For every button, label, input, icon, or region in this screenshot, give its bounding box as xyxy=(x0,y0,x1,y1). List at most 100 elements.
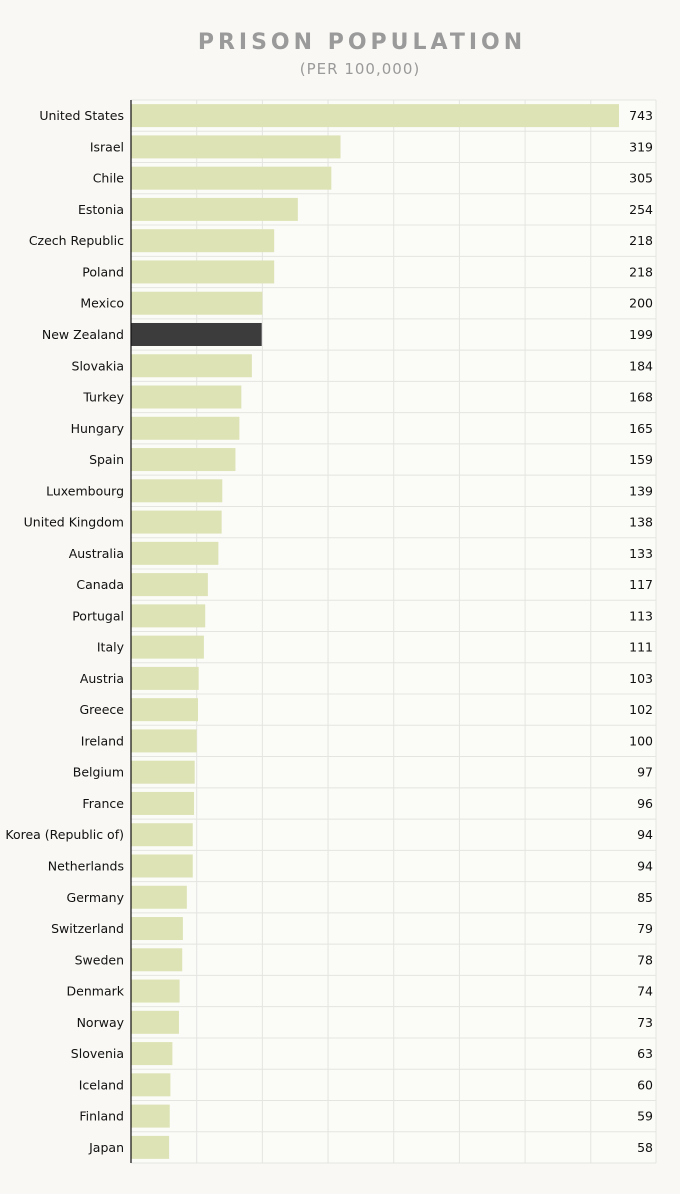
value-label: 102 xyxy=(629,702,653,717)
category-label: Mexico xyxy=(80,296,124,311)
category-label: Slovakia xyxy=(72,358,124,373)
value-label: 78 xyxy=(637,952,653,967)
category-label: United Kingdom xyxy=(24,515,124,530)
bar xyxy=(131,823,193,847)
category-label: Netherlands xyxy=(48,858,124,873)
value-label: 165 xyxy=(629,421,653,436)
bar xyxy=(131,885,187,909)
category-label: New Zealand xyxy=(42,327,124,342)
bar xyxy=(131,1042,173,1066)
category-label: Australia xyxy=(69,546,124,561)
bar xyxy=(131,416,240,440)
bar xyxy=(131,104,619,128)
bar xyxy=(131,1104,170,1128)
value-label: 199 xyxy=(629,327,653,342)
value-label: 97 xyxy=(637,765,653,780)
bar xyxy=(131,479,223,503)
category-label: Spain xyxy=(89,452,124,467)
bar xyxy=(131,229,275,253)
value-label: 100 xyxy=(629,733,653,748)
bar xyxy=(131,197,298,221)
value-label: 133 xyxy=(629,546,653,561)
value-label: 96 xyxy=(637,796,653,811)
category-label: Greece xyxy=(80,702,125,717)
bar xyxy=(131,573,208,597)
bar xyxy=(131,948,183,972)
category-label: United States xyxy=(39,108,124,123)
bar xyxy=(131,541,219,565)
chart-title: PRISON POPULATION xyxy=(197,30,527,55)
category-label: Italy xyxy=(97,640,125,655)
bar xyxy=(131,791,195,815)
bar xyxy=(131,666,199,690)
bar xyxy=(131,635,204,659)
value-label: 94 xyxy=(637,827,653,842)
bar xyxy=(131,448,236,472)
bar xyxy=(131,260,275,284)
value-label: 139 xyxy=(629,483,653,498)
bar xyxy=(131,385,242,409)
value-label: 117 xyxy=(629,577,653,592)
value-label: 218 xyxy=(629,233,653,248)
category-label: Poland xyxy=(82,264,124,279)
value-label: 59 xyxy=(637,1109,653,1124)
category-label: France xyxy=(82,796,124,811)
category-label: Portugal xyxy=(72,608,124,623)
value-label: 103 xyxy=(629,671,653,686)
value-label: 319 xyxy=(629,139,653,154)
value-label: 254 xyxy=(629,202,653,217)
category-label: Switzerland xyxy=(51,921,124,936)
value-label: 159 xyxy=(629,452,653,467)
category-label: Japan xyxy=(88,1140,124,1155)
category-label: Canada xyxy=(76,577,124,592)
value-label: 168 xyxy=(629,390,653,405)
bar xyxy=(131,698,198,722)
bar xyxy=(131,510,222,534)
value-label: 111 xyxy=(629,640,653,655)
value-label: 94 xyxy=(637,858,653,873)
bar xyxy=(131,979,180,1003)
value-label: 305 xyxy=(629,171,653,186)
bar-highlighted xyxy=(131,322,262,346)
category-label: Norway xyxy=(77,1015,125,1030)
bar xyxy=(131,854,193,878)
bar xyxy=(131,1010,179,1034)
value-label: 79 xyxy=(637,921,653,936)
category-label: Israel xyxy=(90,139,124,154)
bar xyxy=(131,1073,171,1097)
bar xyxy=(131,760,195,784)
value-label: 63 xyxy=(637,1046,653,1061)
value-label: 85 xyxy=(637,890,653,905)
bar xyxy=(131,166,332,190)
bar xyxy=(131,917,183,941)
category-label: Denmark xyxy=(67,984,125,999)
value-label: 73 xyxy=(637,1015,653,1030)
value-label: 138 xyxy=(629,515,653,530)
category-label: Hungary xyxy=(71,421,125,436)
category-label: Sweden xyxy=(75,952,124,967)
value-label: 200 xyxy=(629,296,653,311)
category-label: Chile xyxy=(93,171,125,186)
value-label: 218 xyxy=(629,264,653,279)
value-label: 184 xyxy=(629,358,653,373)
category-label: Iceland xyxy=(79,1077,124,1092)
bar xyxy=(131,135,341,159)
bar xyxy=(131,729,197,753)
category-label: Luxembourg xyxy=(46,483,124,498)
bar xyxy=(131,1135,170,1159)
category-label: Turkey xyxy=(82,390,124,405)
bar xyxy=(131,291,263,315)
category-label: Estonia xyxy=(78,202,124,217)
category-label: Slovenia xyxy=(71,1046,124,1061)
category-label: Czech Republic xyxy=(29,233,124,248)
category-label: Finland xyxy=(79,1109,124,1124)
value-label: 113 xyxy=(629,608,653,623)
category-label: Belgium xyxy=(73,765,124,780)
value-label: 74 xyxy=(637,984,653,999)
bar xyxy=(131,354,252,378)
value-label: 60 xyxy=(637,1077,653,1092)
value-label: 58 xyxy=(637,1140,653,1155)
category-label: Austria xyxy=(80,671,124,686)
